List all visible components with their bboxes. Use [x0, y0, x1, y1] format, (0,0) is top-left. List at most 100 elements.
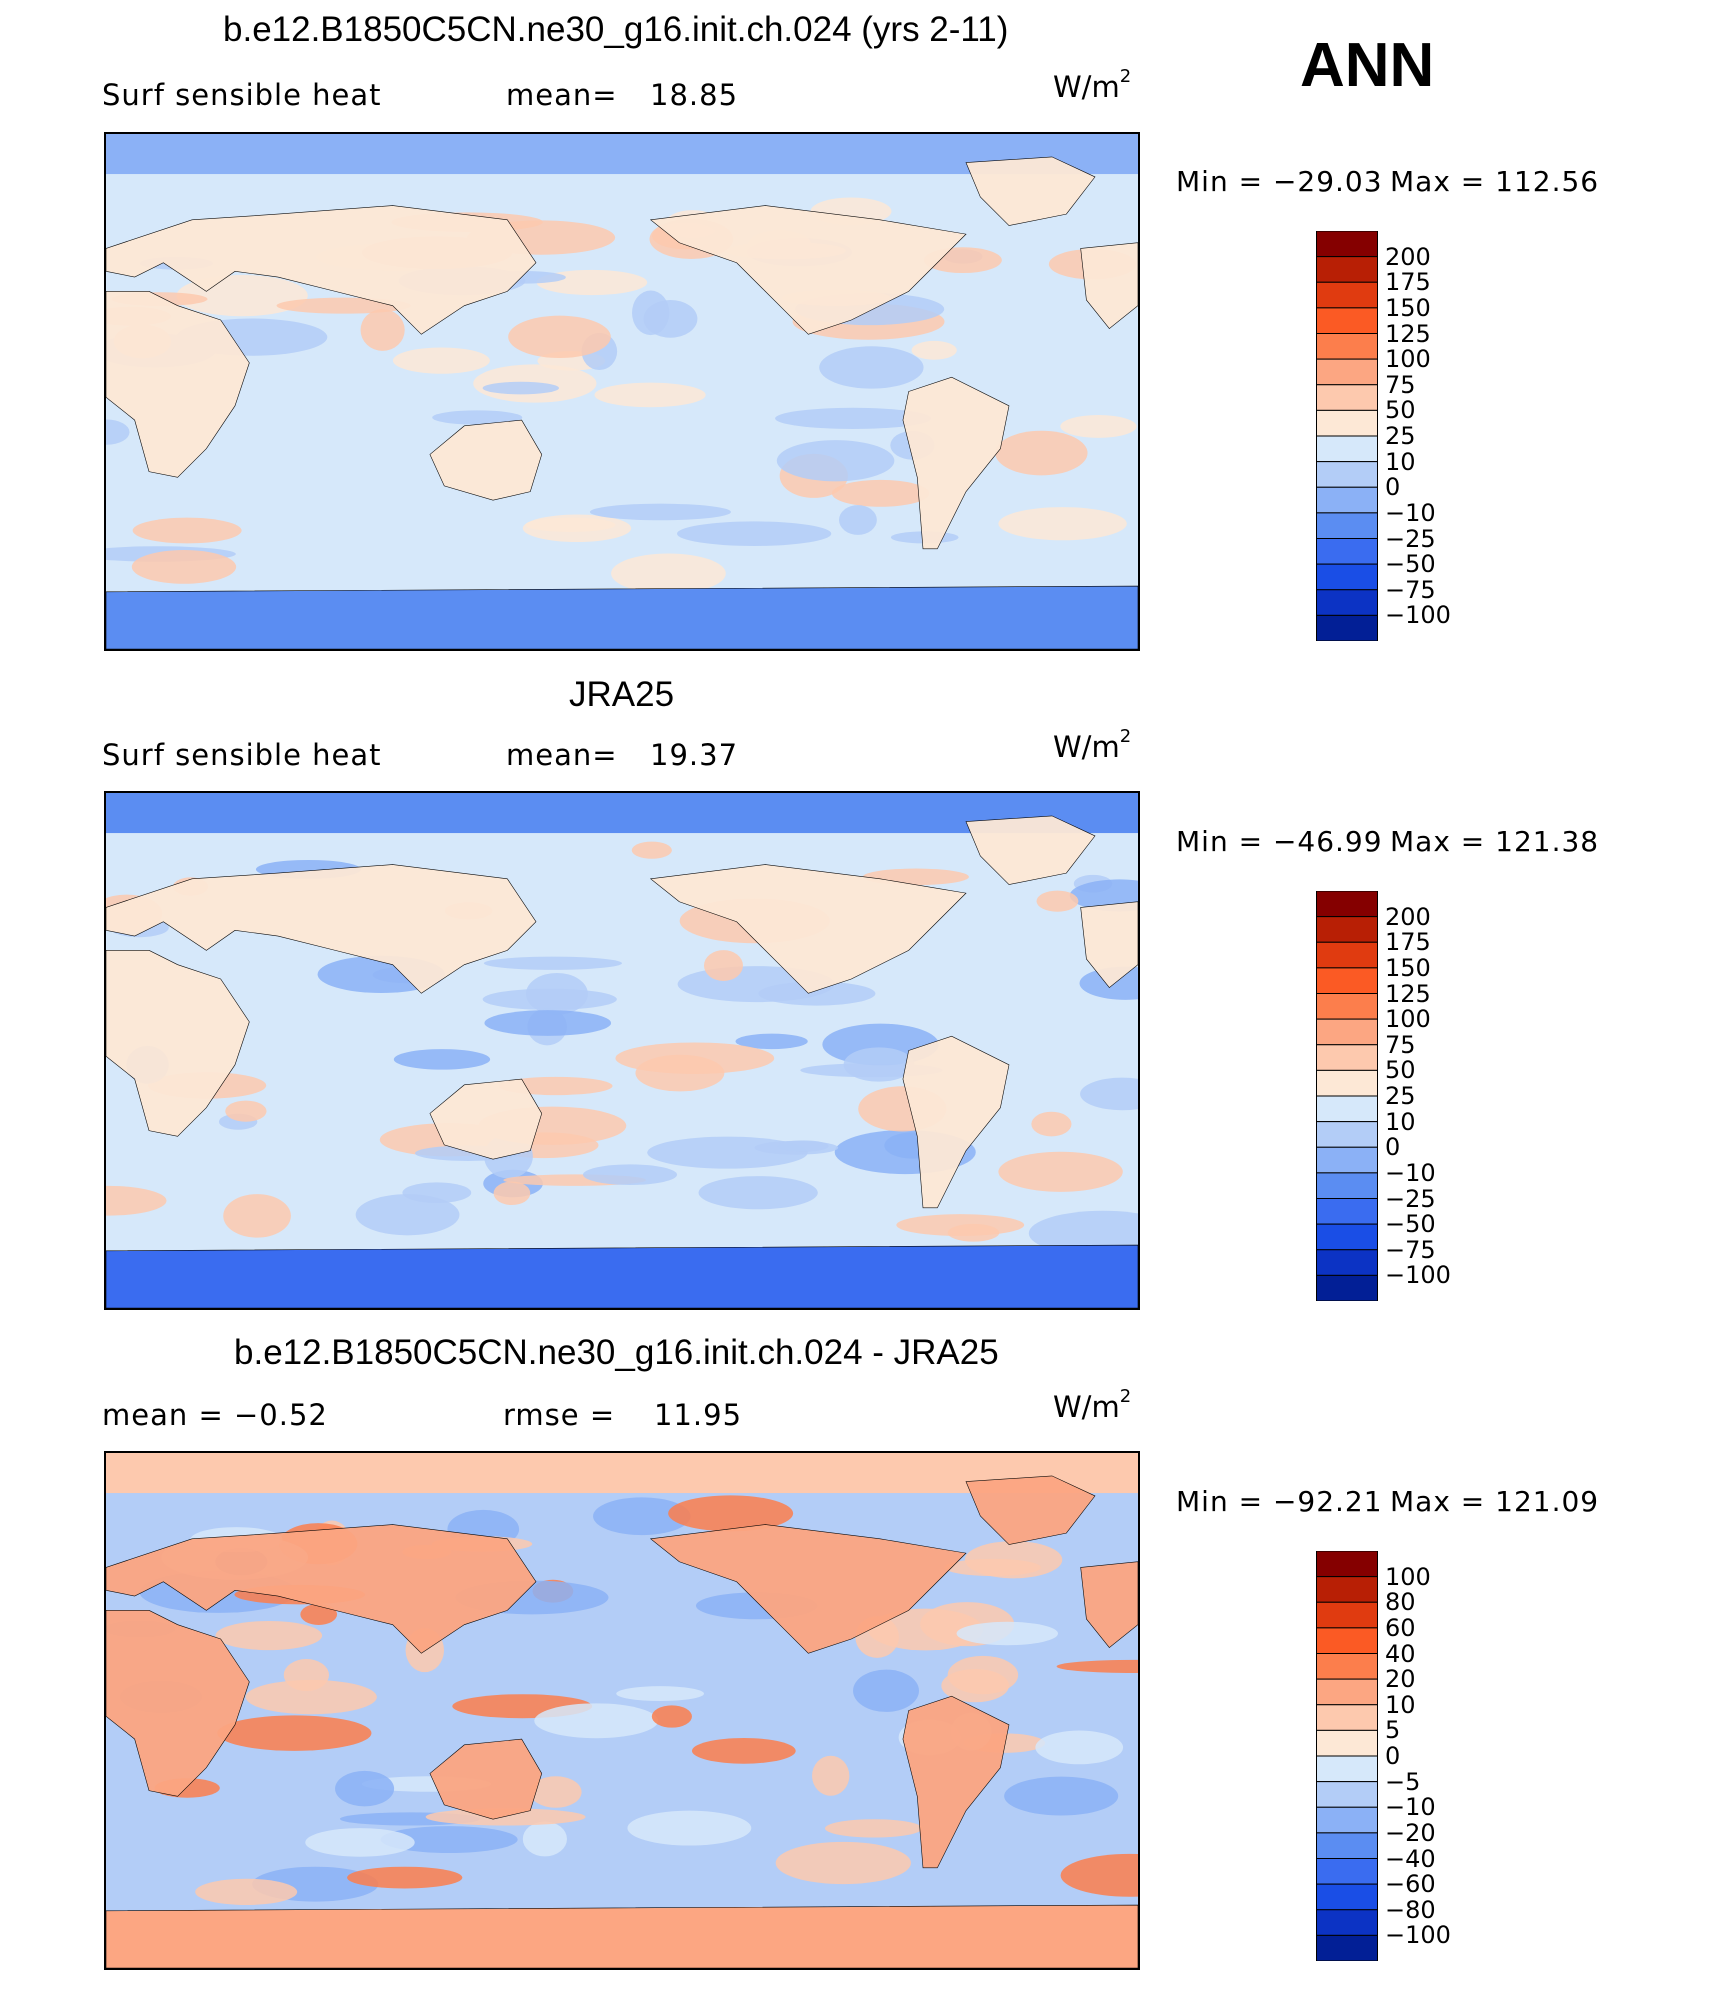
stat-label: mean= [506, 78, 618, 112]
colorbar-box [1316, 1704, 1378, 1731]
colorbar-box [1316, 1909, 1378, 1936]
colorbar-tick-label: 150 [1385, 953, 1431, 982]
colorbar-box [1316, 967, 1378, 995]
colorbar-tick-label: 175 [1385, 928, 1431, 957]
colorbar-box [1316, 1249, 1378, 1276]
stat-label: rmse = [503, 1398, 616, 1432]
colorbar-labels: 200 175 150 125 100 75 50 25 10 0 −10 −25 −50 −75 −100 [1385, 231, 1505, 641]
colorbar-tick-label: −100 [1385, 1921, 1451, 1950]
colorbar-tick-label: 40 [1385, 1639, 1416, 1668]
colorbar-box [1316, 1653, 1378, 1680]
colorbar-box [1316, 1601, 1378, 1629]
stat-value: 18.85 [650, 78, 739, 112]
colorbar-box [1316, 1198, 1378, 1225]
colorbar-box [1316, 538, 1378, 565]
colorbar-tick-label: −60 [1385, 1870, 1436, 1899]
colorbar-tick-label: −50 [1385, 550, 1436, 579]
colorbar-box [1316, 1121, 1378, 1148]
colorbar-tick-label: 125 [1385, 319, 1431, 348]
max-label: Max = 112.56 [1390, 165, 1600, 198]
colorbar-box [1316, 1018, 1378, 1046]
map-plot [104, 132, 1140, 651]
colorbar-labels: 200 175 150 125 100 75 50 25 10 0 −10 −25 −50 −75 −100 [1385, 891, 1505, 1301]
colorbar-tick-label: −10 [1385, 1158, 1436, 1187]
colorbar-box [1316, 1678, 1378, 1706]
colorbar-box [1316, 486, 1378, 514]
colorbar-box [1316, 1095, 1378, 1123]
colorbar-box [1316, 1576, 1378, 1603]
colorbar-tick-label: 5 [1385, 1716, 1401, 1745]
colorbar-box [1316, 891, 1378, 918]
units-label: W/m2 [1053, 726, 1132, 764]
colorbar-box [1316, 231, 1378, 258]
colorbar-tick-label: −20 [1385, 1818, 1436, 1847]
colorbar-box [1316, 1934, 1378, 1961]
stat-value: 19.37 [650, 738, 739, 772]
colorbar-tick-label: 200 [1385, 902, 1431, 931]
colorbar-tick-label: 80 [1385, 1588, 1416, 1617]
variable-label: Surf sensible heat [102, 78, 382, 112]
colorbar-box [1316, 461, 1378, 488]
colorbar-tick-label: −100 [1385, 1261, 1451, 1290]
colorbar-box [1316, 1755, 1378, 1783]
colorbar [1316, 891, 1378, 1301]
mean-label: mean = −0.52 [102, 1398, 328, 1432]
colorbar-box [1316, 1223, 1378, 1251]
colorbar-tick-label: −75 [1385, 575, 1436, 604]
map-plot [104, 1451, 1140, 1970]
colorbar-box [1316, 1274, 1378, 1301]
colorbar-box [1316, 1729, 1378, 1757]
colorbar-tick-label: 75 [1385, 370, 1416, 399]
colorbar-box [1316, 512, 1378, 540]
colorbar-tick-label: −10 [1385, 1793, 1436, 1822]
colorbar-tick-label: −5 [1385, 1767, 1421, 1796]
colorbar-tick-label: −10 [1385, 498, 1436, 527]
colorbar-tick-label: 10 [1385, 1107, 1416, 1136]
colorbar-box [1316, 435, 1378, 463]
colorbar-tick-label: 75 [1385, 1030, 1416, 1059]
colorbar-box [1316, 307, 1378, 335]
colorbar-box [1316, 409, 1378, 437]
colorbar-box [1316, 1883, 1378, 1911]
colorbar-tick-label: −40 [1385, 1844, 1436, 1873]
colorbar-labels: 100 80 60 40 20 10 5 0 −5 −10 −20 −40 −60 −80 −100 [1385, 1551, 1505, 1961]
colorbar-tick-label: 20 [1385, 1665, 1416, 1694]
stat-label: mean= [506, 738, 618, 772]
colorbar-tick-label: −25 [1385, 1184, 1436, 1213]
colorbar-box [1316, 1172, 1378, 1200]
colorbar-tick-label: 0 [1385, 1133, 1401, 1162]
colorbar-box [1316, 1832, 1378, 1860]
colorbar-tick-label: −100 [1385, 601, 1451, 630]
colorbar-box [1316, 256, 1378, 283]
stat-value: 11.95 [654, 1398, 743, 1432]
colorbar-box [1316, 941, 1378, 969]
units-label: W/m2 [1053, 66, 1132, 104]
colorbar-box [1316, 1806, 1378, 1834]
colorbar-tick-label: −25 [1385, 524, 1436, 553]
max-label: Max = 121.38 [1390, 825, 1600, 858]
colorbar-tick-label: 200 [1385, 242, 1431, 271]
colorbar-box [1316, 1781, 1378, 1808]
colorbar-tick-label: 25 [1385, 1082, 1416, 1110]
colorbar-box [1316, 1551, 1378, 1578]
colorbar-tick-label: −80 [1385, 1895, 1436, 1924]
colorbar-tick-label: 100 [1385, 1005, 1431, 1034]
colorbar-tick-label: 175 [1385, 268, 1431, 297]
min-label: Min = −29.03 [1176, 165, 1383, 198]
min-label: Min = −46.99 [1176, 825, 1383, 858]
colorbar-tick-label: 25 [1385, 422, 1416, 450]
colorbar-tick-label: −50 [1385, 1210, 1436, 1239]
colorbar-tick-label: 50 [1385, 1056, 1416, 1085]
colorbar-tick-label: 150 [1385, 293, 1431, 322]
colorbar-box [1316, 1044, 1378, 1071]
colorbar-box [1316, 333, 1378, 360]
colorbar-box [1316, 589, 1378, 616]
colorbar-tick-label: 10 [1385, 1690, 1416, 1719]
colorbar-tick-label: 125 [1385, 979, 1431, 1008]
colorbar-box [1316, 281, 1378, 309]
variable-label: Surf sensible heat [102, 738, 382, 772]
colorbar [1316, 1551, 1378, 1961]
colorbar-tick-label: 100 [1385, 345, 1431, 374]
season-label: ANN [1300, 31, 1435, 100]
colorbar-box [1316, 358, 1378, 386]
